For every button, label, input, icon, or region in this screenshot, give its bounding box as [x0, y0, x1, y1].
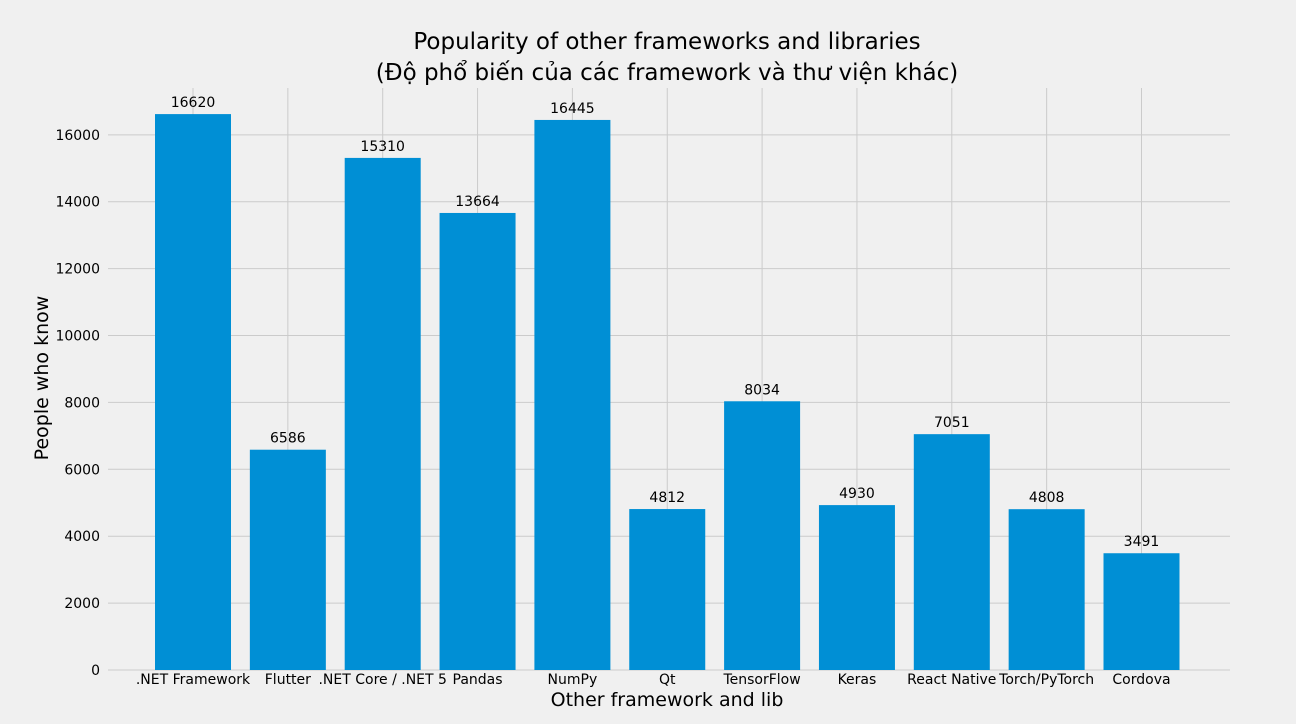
- bar: [629, 509, 706, 670]
- y-tick-label: 8000: [64, 395, 100, 411]
- x-tick-labels: .NET Framework Flutter .NET Core / .NET 5 P…: [136, 672, 1171, 688]
- x-tick-label: Pandas: [453, 672, 503, 688]
- x-axis-label: Other framework and lib: [551, 689, 784, 711]
- bar-value-label: 8034: [744, 382, 780, 398]
- bars: [155, 114, 1180, 671]
- x-tick-label: Qt: [659, 672, 676, 688]
- bar: [155, 114, 231, 670]
- chart-title: Popularity of other frameworks and libra…: [413, 29, 920, 55]
- bar: [913, 434, 990, 670]
- y-tick-label: 6000: [64, 462, 100, 478]
- y-tick-label: 4000: [64, 529, 100, 545]
- bar: [1008, 509, 1085, 670]
- bar: [818, 505, 895, 670]
- x-tick-label: .NET Core / .NET 5: [318, 672, 446, 688]
- bar-value-label: 13664: [455, 194, 500, 210]
- y-tick-label: 10000: [55, 329, 100, 345]
- bar-value-label: 7051: [934, 415, 970, 431]
- bar-value-label: 16620: [171, 95, 216, 111]
- bar: [439, 212, 516, 670]
- y-tick-label: 2000: [64, 596, 100, 612]
- bar-value-label: 4808: [1029, 490, 1065, 506]
- bar: [534, 119, 611, 670]
- x-tick-label: TensorFlow: [722, 672, 800, 688]
- bar-value-label: 6586: [270, 431, 306, 447]
- y-tick-label: 0: [91, 663, 100, 679]
- y-tick-label: 14000: [55, 195, 100, 211]
- bar-value-labels: 16620 6586 15310 13664 16445 4812 8034 4930 7051…: [171, 95, 1160, 550]
- x-tick-label: Torch/PyTorch: [998, 672, 1094, 688]
- bar-value-label: 15310: [360, 139, 405, 155]
- y-tick-labels: 0 2000 4000 6000 8000 10000 12000 14000 16000: [55, 128, 100, 679]
- bar: [724, 401, 801, 670]
- x-tick-label: Flutter: [265, 672, 311, 688]
- bar-value-label: 3491: [1124, 534, 1160, 550]
- x-tick-label: React Native: [907, 672, 996, 688]
- x-tick-label: NumPy: [548, 672, 598, 688]
- bar: [249, 449, 326, 670]
- bar: [344, 157, 421, 671]
- y-axis-label: People who know: [31, 296, 53, 461]
- bar: [1103, 553, 1180, 670]
- bar-value-label: 4812: [649, 490, 685, 506]
- x-tick-label: .NET Framework: [136, 672, 251, 688]
- bar-value-label: 16445: [550, 101, 595, 117]
- x-tick-label: Cordova: [1112, 672, 1170, 688]
- chart-subtitle: (Độ phổ biến của các framework và thư vi…: [376, 60, 958, 86]
- y-tick-label: 16000: [55, 128, 100, 144]
- x-tick-label: Keras: [838, 672, 877, 688]
- y-tick-label: 12000: [55, 262, 100, 278]
- bar-value-label: 4930: [839, 486, 875, 502]
